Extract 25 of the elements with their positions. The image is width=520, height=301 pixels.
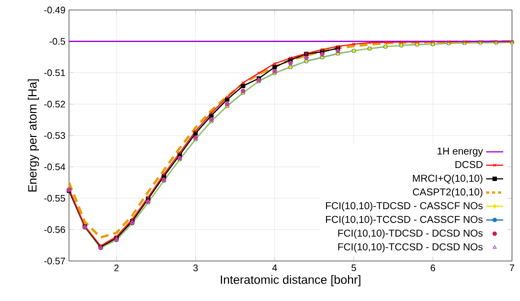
legend-label: MRCI+Q(10,10)	[412, 174, 482, 184]
x-tick-label: 6	[430, 264, 436, 272]
legend-label: FCI(10,10)-TDCSD - DCSD NOs	[338, 229, 483, 239]
x-tick-label: 3	[193, 264, 198, 272]
y-tick-label: -0.54	[44, 164, 66, 170]
legend-label: FCI(10,10)-TCCSD - CASSCF NOs	[326, 216, 483, 225]
legend-label: FCI(10,10)-TCCSD - DCSD NOs	[338, 243, 483, 252]
legend-label: FCI(10,10)-TDCSD - CASSCF NOs	[326, 202, 483, 212]
legend-label: CASPT2(10,10)	[412, 188, 482, 198]
x-tick-label: 4	[272, 264, 278, 272]
x-tick-label: 7	[510, 264, 514, 272]
y-tick-label: -0.49	[44, 6, 66, 14]
y-tick-label: -0.51	[44, 69, 66, 76]
x-tick-label: 5	[352, 264, 356, 272]
legend-label: DCSD	[455, 160, 483, 168]
x-axis-title: Interatomic distance [bohr]	[220, 275, 360, 286]
x-tick-label: 2	[114, 264, 119, 272]
y-tick-label: -0.5	[50, 38, 66, 45]
y-tick-label: -0.53	[44, 132, 66, 139]
y-tick-label: -0.57	[44, 258, 66, 264]
y-tick-label: -0.56	[44, 226, 66, 233]
y-tick-label: -0.55	[44, 194, 66, 202]
y-axis-title: Energy per atom [Ha]	[28, 79, 39, 192]
y-tick-label: -0.52	[44, 100, 66, 108]
legend-label: 1H energy	[438, 148, 483, 157]
